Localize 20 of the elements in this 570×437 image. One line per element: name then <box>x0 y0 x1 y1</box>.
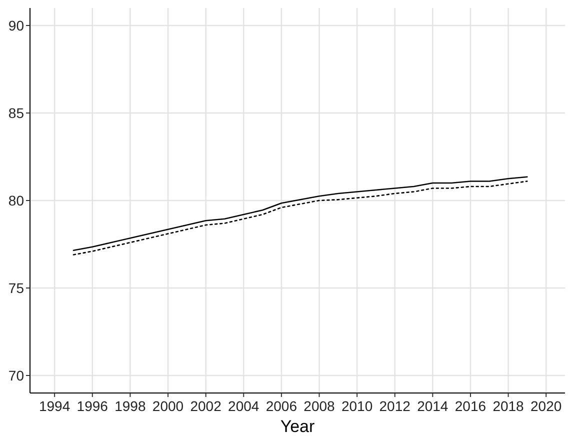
x-tick-label: 2018 <box>492 398 524 414</box>
x-axis-title: Year <box>280 417 316 436</box>
x-tick-label: 1996 <box>76 398 108 414</box>
x-tick-label: 1994 <box>39 398 70 414</box>
y-tick-label: 90 <box>8 18 24 34</box>
y-tick-label: 70 <box>8 368 24 384</box>
x-tick-label: 2020 <box>530 398 562 414</box>
x-tick-label: 2000 <box>152 398 184 414</box>
x-tick-label: 2014 <box>417 398 448 414</box>
x-tick-label: 1998 <box>114 398 146 414</box>
x-tick-label: 2012 <box>379 398 411 414</box>
x-tick-label: 2008 <box>304 398 336 414</box>
x-tick-label: 2016 <box>454 398 486 414</box>
x-tick-label: 2010 <box>341 398 373 414</box>
x-tick-label: 2002 <box>190 398 222 414</box>
y-tick-label: 75 <box>8 280 24 296</box>
x-tick-label: 2006 <box>266 398 298 414</box>
x-tick-label: 2004 <box>228 398 260 414</box>
y-tick-label: 80 <box>8 192 24 208</box>
y-tick-label: 85 <box>8 105 24 121</box>
